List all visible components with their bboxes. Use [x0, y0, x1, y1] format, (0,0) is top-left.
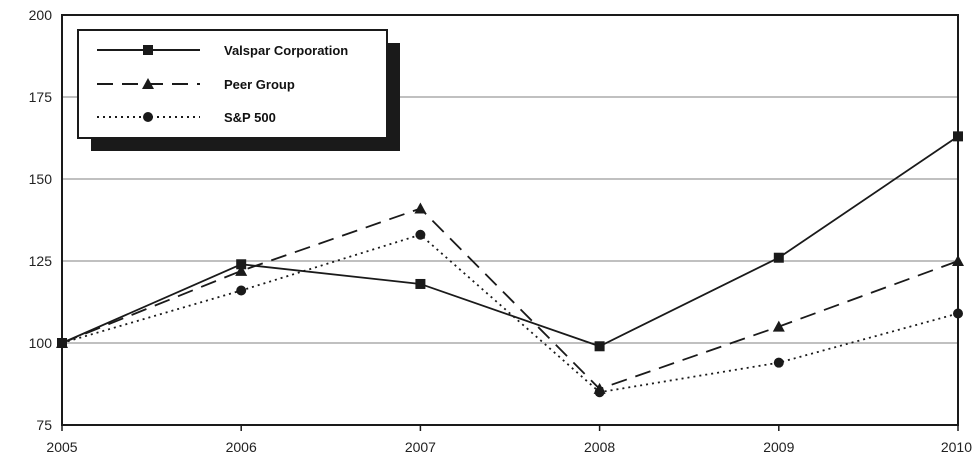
series-valspar-corporation — [57, 131, 963, 352]
x-tick-label: 2006 — [226, 439, 257, 455]
data-point — [773, 357, 784, 368]
series-line — [61, 135, 959, 348]
plot-frame — [61, 14, 959, 426]
data-point — [57, 338, 67, 348]
y-tick-label: 75 — [36, 417, 52, 433]
series-line — [61, 233, 959, 394]
legend-item: Valspar Corporation — [97, 43, 348, 58]
data-point — [772, 320, 785, 332]
x-tick-label: 2010 — [941, 439, 972, 455]
legend-label: Peer Group — [224, 77, 295, 92]
series-s-p-500 — [57, 229, 963, 398]
data-point — [594, 387, 605, 398]
legend-item: Peer Group — [97, 77, 295, 92]
legend-marker — [142, 78, 154, 89]
x-tick-label: 2009 — [763, 439, 794, 455]
legend: Valspar Corporation Peer Group S&P 500 — [77, 29, 400, 151]
legend-marker — [143, 112, 153, 122]
data-point — [773, 252, 784, 263]
data-point — [415, 278, 426, 289]
y-tick-label: 100 — [29, 335, 53, 351]
y-tick-label: 175 — [29, 89, 53, 105]
x-tick-label: 2008 — [584, 439, 615, 455]
data-point — [414, 202, 427, 214]
x-tick-label: 2005 — [46, 439, 77, 455]
series-peer-group — [56, 202, 964, 394]
data-point — [415, 229, 426, 240]
legend-label: Valspar Corporation — [224, 43, 348, 58]
data-point — [952, 255, 964, 266]
y-tick-label: 150 — [29, 171, 53, 187]
legend-label: S&P 500 — [224, 110, 276, 125]
data-point — [236, 259, 247, 270]
data-point — [953, 131, 963, 142]
legend-item: S&P 500 — [97, 110, 276, 125]
data-point — [235, 264, 248, 276]
axes: 75 100 125 150 175 200 2005 2006 2007 2008 2009 201… — [29, 7, 973, 455]
y-tick-label: 200 — [29, 7, 53, 23]
legend-marker — [143, 45, 153, 55]
series-line — [61, 207, 959, 390]
y-tick-label: 125 — [29, 253, 53, 269]
series-group — [56, 131, 964, 398]
data-point — [594, 341, 605, 352]
data-point — [953, 308, 963, 319]
x-tick-label: 2007 — [405, 439, 436, 455]
data-point — [236, 285, 247, 296]
